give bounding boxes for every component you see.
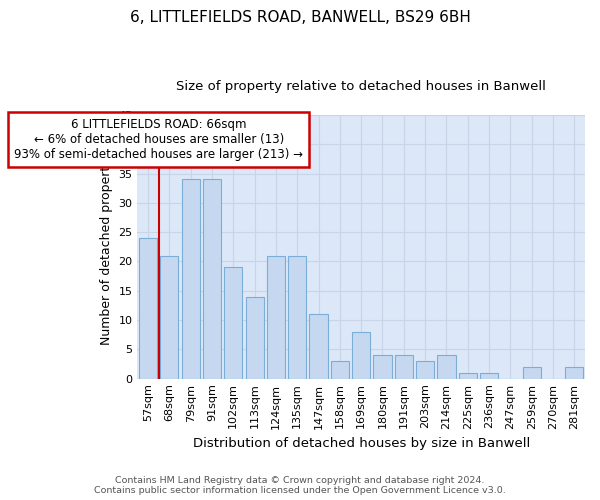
Bar [523,367,541,378]
Bar [373,355,392,378]
Bar [437,355,455,378]
Bar [288,256,306,378]
Bar [203,180,221,378]
Bar [139,238,157,378]
Bar [182,180,200,378]
Bar [331,361,349,378]
Text: Contains HM Land Registry data © Crown copyright and database right 2024.
Contai: Contains HM Land Registry data © Crown c… [94,476,506,495]
Bar [245,296,263,378]
Bar [480,373,498,378]
Bar [395,355,413,378]
Text: 6 LITTLEFIELDS ROAD: 66sqm
← 6% of detached houses are smaller (13)
93% of semi-: 6 LITTLEFIELDS ROAD: 66sqm ← 6% of detac… [14,118,303,161]
Bar [267,256,285,378]
Bar [416,361,434,378]
Bar [565,367,583,378]
Y-axis label: Number of detached properties: Number of detached properties [100,148,113,346]
Bar [459,373,477,378]
Text: 6, LITTLEFIELDS ROAD, BANWELL, BS29 6BH: 6, LITTLEFIELDS ROAD, BANWELL, BS29 6BH [130,10,470,25]
Bar [352,332,370,378]
X-axis label: Distribution of detached houses by size in Banwell: Distribution of detached houses by size … [193,437,530,450]
Bar [224,268,242,378]
Bar [310,314,328,378]
Title: Size of property relative to detached houses in Banwell: Size of property relative to detached ho… [176,80,546,93]
Bar [160,256,178,378]
